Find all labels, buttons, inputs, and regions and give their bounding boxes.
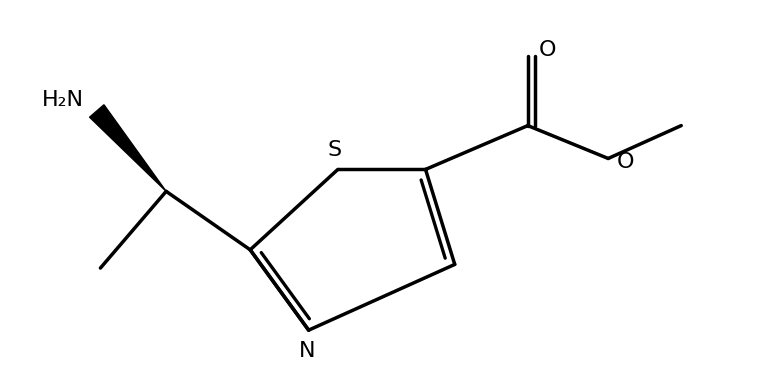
Text: S: S xyxy=(327,140,342,160)
Text: H₂N: H₂N xyxy=(41,90,83,110)
Text: O: O xyxy=(539,40,556,60)
Polygon shape xyxy=(89,105,166,191)
Text: O: O xyxy=(617,152,634,172)
Text: N: N xyxy=(299,340,315,361)
